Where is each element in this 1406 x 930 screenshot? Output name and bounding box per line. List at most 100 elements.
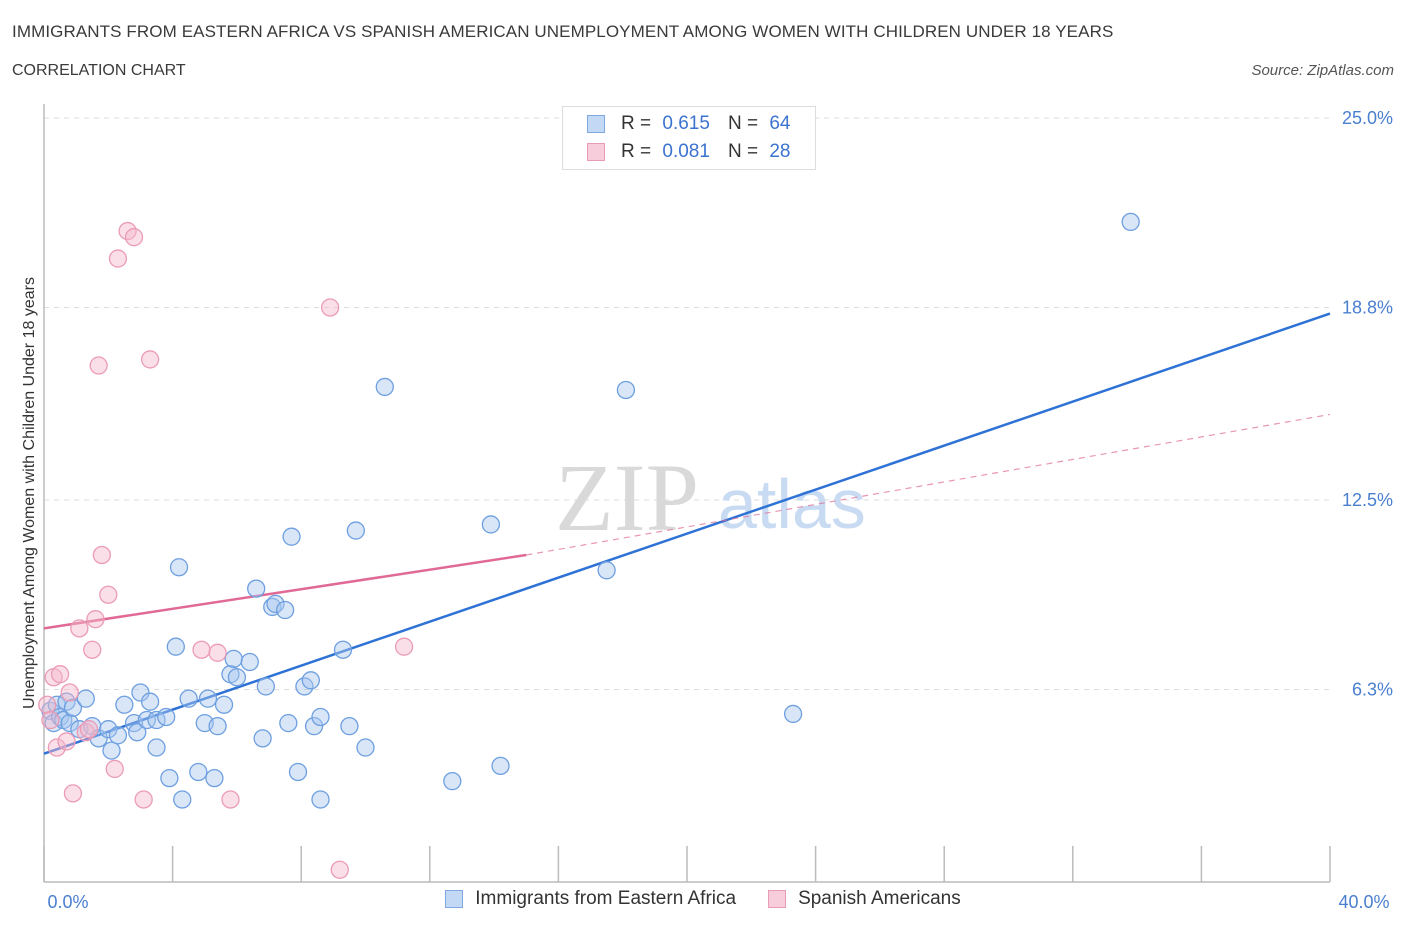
point-eastern-africa xyxy=(76,689,95,708)
legend-r-label: R = xyxy=(621,113,652,134)
point-eastern-africa xyxy=(108,726,128,745)
point-eastern-africa xyxy=(443,772,462,791)
point-eastern-africa xyxy=(63,698,83,717)
point-eastern-africa xyxy=(128,723,147,742)
point-eastern-africa xyxy=(340,716,359,736)
point-eastern-africa xyxy=(356,738,375,757)
legend-swatch-pink xyxy=(587,143,605,161)
y-tick-label: 12.5% xyxy=(1342,490,1393,510)
point-eastern-africa xyxy=(147,738,166,757)
series-legend: Immigrants from Eastern Africa Spanish A… xyxy=(0,888,1406,910)
watermark: ZIP atlas xyxy=(555,444,866,551)
series-legend-label-2: Spanish Americans xyxy=(798,888,961,909)
point-spanish-americans xyxy=(108,249,128,268)
y-tick-label: 18.8% xyxy=(1342,297,1393,317)
point-eastern-africa xyxy=(115,695,134,714)
point-eastern-africa xyxy=(224,649,243,669)
point-eastern-africa xyxy=(205,768,224,788)
point-eastern-africa xyxy=(279,713,298,733)
point-spanish-americans xyxy=(63,784,83,803)
point-spanish-americans xyxy=(124,228,144,247)
y-tick-label: 25.0% xyxy=(1342,108,1393,128)
point-spanish-americans xyxy=(83,640,102,659)
point-eastern-africa xyxy=(131,683,150,702)
x-tick-label: 40.0% xyxy=(1338,892,1389,912)
legend-r-label: R = xyxy=(621,141,652,162)
legend-n-label: N = xyxy=(727,113,759,134)
legend-n-value: 64 xyxy=(769,113,791,134)
point-eastern-africa xyxy=(240,652,259,672)
point-eastern-africa xyxy=(102,741,121,760)
point-spanish-americans xyxy=(208,643,227,662)
x-tick-label: 0.0% xyxy=(47,892,88,912)
y-tick-label: 6.3% xyxy=(1352,679,1393,699)
point-eastern-africa xyxy=(266,594,285,614)
data-points xyxy=(38,212,1140,879)
point-spanish-americans xyxy=(60,683,79,702)
point-spanish-americans xyxy=(99,585,118,604)
legend-r-value: 0.081 xyxy=(662,141,710,162)
point-spanish-americans xyxy=(38,695,57,714)
point-spanish-americans xyxy=(47,738,67,757)
point-eastern-africa xyxy=(304,716,324,736)
point-spanish-americans xyxy=(89,356,108,375)
point-eastern-africa xyxy=(597,561,616,580)
point-spanish-americans xyxy=(79,720,99,739)
point-eastern-africa xyxy=(346,521,366,540)
legend-row-series1: R = 0.615 N = 64 xyxy=(587,113,790,135)
point-eastern-africa xyxy=(157,707,176,727)
point-spanish-americans xyxy=(330,860,349,879)
point-eastern-africa xyxy=(214,695,234,714)
point-eastern-africa xyxy=(783,704,803,724)
chart-title: IMMIGRANTS FROM EASTERN AFRICA VS SPANIS… xyxy=(12,22,1114,41)
legend-swatch-blue xyxy=(587,115,605,133)
point-eastern-africa xyxy=(208,716,227,736)
point-eastern-africa xyxy=(99,720,118,739)
point-spanish-americans xyxy=(192,640,211,659)
watermark-atlas: atlas xyxy=(718,465,866,543)
point-spanish-americans xyxy=(221,790,240,809)
point-eastern-africa xyxy=(198,689,218,708)
point-eastern-africa xyxy=(247,579,266,598)
point-eastern-africa xyxy=(616,380,636,400)
series-legend-item-2: Spanish Americans xyxy=(768,888,961,910)
legend-row-series2: R = 0.081 N = 28 xyxy=(587,141,790,163)
point-eastern-africa xyxy=(169,558,189,577)
chart-subtitle: CORRELATION CHART xyxy=(12,62,186,79)
point-eastern-africa xyxy=(60,713,79,733)
point-eastern-africa xyxy=(160,768,179,788)
point-eastern-africa xyxy=(301,671,320,690)
series-legend-label-1: Immigrants from Eastern Africa xyxy=(475,888,737,909)
point-spanish-americans xyxy=(50,665,70,684)
point-eastern-africa xyxy=(227,668,247,687)
point-spanish-americans xyxy=(70,619,89,638)
point-eastern-africa xyxy=(333,640,353,659)
legend-n-label: N = xyxy=(727,141,759,162)
point-eastern-africa xyxy=(282,527,301,546)
point-eastern-africa xyxy=(173,790,192,809)
point-eastern-africa xyxy=(137,710,157,730)
y-axis-label: Unemployment Among Women with Children U… xyxy=(21,277,38,709)
point-eastern-africa xyxy=(166,637,185,656)
source-credit: Source: ZipAtlas.com xyxy=(1251,62,1394,79)
point-eastern-africa xyxy=(179,689,198,708)
point-eastern-africa xyxy=(253,729,272,748)
point-eastern-africa xyxy=(1121,212,1140,232)
series-legend-item-1: Immigrants from Eastern Africa xyxy=(445,888,736,910)
point-eastern-africa xyxy=(375,377,394,397)
trend-line-extension-spanish-americans xyxy=(526,413,1331,556)
point-eastern-africa xyxy=(140,692,160,711)
point-eastern-africa xyxy=(311,707,330,727)
trend-line-eastern-africa xyxy=(43,312,1331,755)
point-eastern-africa xyxy=(256,677,275,696)
point-eastern-africa xyxy=(275,600,295,620)
correlation-legend: R = 0.615 N = 64 R = 0.081 N = 28 xyxy=(562,106,816,170)
gridlines xyxy=(44,117,1330,690)
trend-lines xyxy=(43,312,1331,755)
point-eastern-africa xyxy=(189,762,208,782)
tick-labels: 6.3% 12.5% 18.8% 25.0% 0.0% 40.0% xyxy=(47,108,1393,912)
series-swatch-blue xyxy=(445,890,464,908)
legend-n-value: 28 xyxy=(769,141,791,162)
point-spanish-americans xyxy=(76,723,95,742)
